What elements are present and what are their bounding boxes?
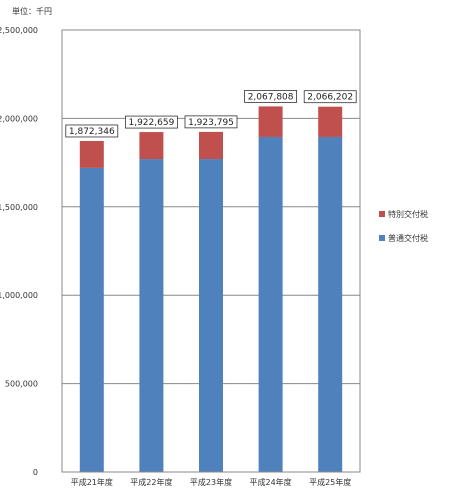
bar-segment-special [139, 132, 164, 160]
y-tick-label: 2,500,000 [0, 26, 38, 35]
total-label-box [65, 124, 119, 138]
legend-swatch [379, 235, 385, 241]
bar-segment-regular [139, 159, 164, 472]
plot-area-frame [61, 29, 361, 473]
bar-segment-special [318, 106, 343, 137]
x-axis-categories: 平成21年度 平成22年度 平成23年度 平成24年度 平成25年度 [71, 477, 352, 487]
bar-segment-special [199, 131, 223, 160]
total-label: 1,872,346 [69, 127, 115, 137]
total-label: 2,067,808 [248, 92, 294, 102]
bar-segment-regular [199, 159, 223, 472]
total-label-box [125, 115, 178, 129]
y-tick-label: 2,000,000 [0, 114, 38, 123]
bar-segment-special [258, 106, 283, 137]
bar-segment-regular [79, 167, 104, 473]
total-label: 1,923,795 [188, 118, 234, 128]
bars [79, 106, 343, 473]
legend-label: 特別交付税 [388, 209, 428, 219]
total-label: 1,922,659 [128, 118, 174, 128]
bar-segment-regular [318, 136, 343, 473]
x-category-label: 平成21年度 [71, 477, 113, 487]
y-tick-label: 1,500,000 [0, 203, 38, 212]
x-category-label: 平成24年度 [250, 477, 292, 487]
legend-swatch [379, 211, 385, 217]
y-tick-label: 1,000,000 [0, 291, 38, 300]
y-tick-label: 500,000 [5, 380, 38, 389]
total-label-box [184, 115, 238, 129]
x-category-label: 平成22年度 [130, 477, 172, 487]
total-label-box [303, 90, 357, 104]
x-category-label: 平成23年度 [190, 477, 232, 487]
y-tick-label: 0 [33, 468, 38, 477]
total-label: 2,066,202 [307, 93, 353, 103]
total-label-box [244, 90, 298, 103]
bar-segment-regular [258, 136, 283, 473]
y-axis-ticks: 0 500,000 1,000,000 1,500,000 2,000,000 2,500… [0, 26, 38, 477]
x-category-label: 平成25年度 [309, 477, 351, 487]
bar-segment-special [79, 140, 104, 168]
legend-label: 普通交付税 [388, 233, 428, 243]
unit-label: 単位：千円 [12, 6, 52, 16]
total-labels: 1,872,346 1,922,659 1,923,795 2,067,808 2,06… [65, 90, 357, 138]
